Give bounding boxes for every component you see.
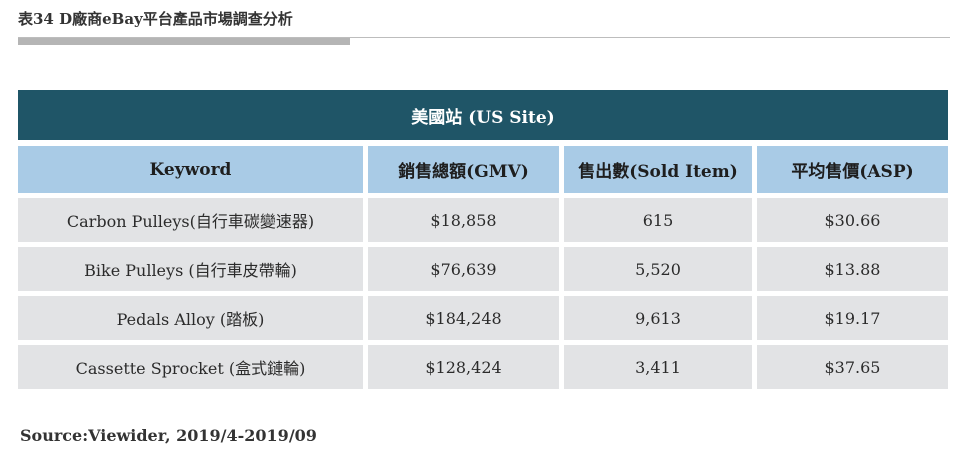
keyword-cell: Bike Pulleys (自行車皮帶輪) xyxy=(18,242,368,291)
asp-cell: $19.17 xyxy=(757,291,948,340)
title-divider xyxy=(18,37,950,38)
keyword-cell: Pedals Alloy (踏板) xyxy=(18,291,368,340)
keyword-cell: Cassette Sprocket (盒式鏈輪) xyxy=(18,340,368,389)
sold-item-cell: 3,411 xyxy=(564,340,757,389)
gmv-cell: $184,248 xyxy=(368,291,564,340)
column-header-keyword: Keyword xyxy=(18,146,368,193)
table-row: Pedals Alloy (踏板) $184,248 9,613 $19.17 xyxy=(18,291,948,340)
column-header-sold-item: 售出數(Sold Item) xyxy=(564,146,757,193)
column-header-gmv: 銷售總額(GMV) xyxy=(368,146,564,193)
title-underline-bar xyxy=(18,38,350,45)
gmv-cell: $18,858 xyxy=(368,193,564,242)
gmv-cell: $76,639 xyxy=(368,242,564,291)
asp-cell: $37.65 xyxy=(757,340,948,389)
table-row: Carbon Pulleys(自行車碳變速器) $18,858 615 $30.… xyxy=(18,193,948,242)
source-note: Source:Viewider, 2019/4-2019/09 xyxy=(20,426,317,445)
asp-cell: $30.66 xyxy=(757,193,948,242)
column-header-row: Keyword 銷售總額(GMV) 售出數(Sold Item) 平均售價(AS… xyxy=(18,146,948,193)
table-row: Bike Pulleys (自行車皮帶輪) $76,639 5,520 $13.… xyxy=(18,242,948,291)
site-header-row: 美國站 (US Site) xyxy=(18,90,948,146)
keyword-cell: Carbon Pulleys(自行車碳變速器) xyxy=(18,193,368,242)
site-header-cell: 美國站 (US Site) xyxy=(18,90,948,146)
page-title: 表34 D廠商eBay平台產品市場調查分析 xyxy=(18,10,293,28)
column-header-asp: 平均售價(ASP) xyxy=(757,146,948,193)
sold-item-cell: 615 xyxy=(564,193,757,242)
sold-item-cell: 9,613 xyxy=(564,291,757,340)
table-row: Cassette Sprocket (盒式鏈輪) $128,424 3,411 … xyxy=(18,340,948,389)
market-analysis-table: 美國站 (US Site) Keyword 銷售總額(GMV) 售出數(Sold… xyxy=(18,90,948,389)
gmv-cell: $128,424 xyxy=(368,340,564,389)
asp-cell: $13.88 xyxy=(757,242,948,291)
sold-item-cell: 5,520 xyxy=(564,242,757,291)
